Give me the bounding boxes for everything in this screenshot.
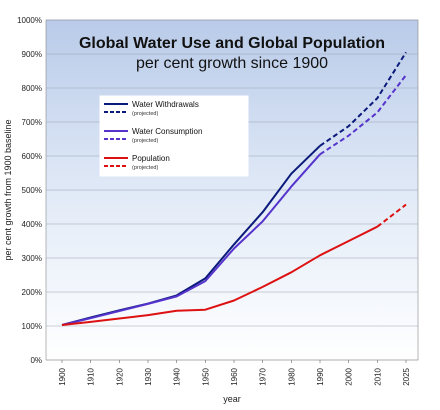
y-tick-label: 300% [22, 254, 42, 263]
legend-sublabel-population: (projected) [132, 165, 158, 171]
y-tick-label: 800% [22, 84, 42, 93]
x-tick-label: 1980 [287, 367, 296, 385]
series-line-water-consumption-projected [319, 74, 407, 156]
y-axis-ticks: 0% 100% 200% 300% 400% 500% 600% 700% 800% 900% 10… [17, 16, 42, 365]
x-tick-label: 1950 [201, 367, 210, 385]
y-tick-label: 600% [22, 152, 42, 161]
x-tick-label: 2025 [402, 367, 411, 385]
x-tick-label: 1990 [316, 367, 325, 385]
legend-label-water-withdrawals: Water Withdrawals [132, 100, 199, 109]
y-tick-label: 700% [22, 118, 42, 127]
legend-item-population: Population (projected) [104, 154, 170, 171]
x-tick-label: 1910 [87, 367, 96, 385]
series-lines [61, 51, 407, 326]
y-tick-label: 500% [22, 186, 42, 195]
y-tick-label: 400% [22, 220, 42, 229]
chart-title: Global Water Use and Global Population [79, 35, 385, 52]
series-line-water-withdrawals-projected [319, 51, 407, 147]
x-tick-label: 1920 [115, 367, 124, 385]
grid-lines [46, 19, 418, 361]
y-axis-title: per cent growth from 1900 baseline [3, 119, 13, 260]
legend-box [99, 95, 249, 177]
legend-item-water-consumption: Water Consumption (projected) [104, 127, 202, 144]
x-tick-label: 1970 [259, 367, 268, 385]
legend-item-water-withdrawals: Water Withdrawals (projected) [104, 100, 199, 117]
x-tick-label: 1940 [173, 367, 182, 385]
y-tick-label: 200% [22, 288, 42, 297]
chart-subtitle: per cent growth since 1900 [136, 55, 328, 72]
y-tick-label: 900% [22, 50, 42, 59]
legend-sublabel-water-consumption: (projected) [132, 138, 158, 144]
x-axis-ticks: 1900 1910 1920 1930 1940 1950 1960 1970 1980 1990… [58, 360, 411, 386]
series-line-water-consumption [61, 153, 321, 326]
legend: Water Withdrawals (projected) Water Cons… [99, 95, 249, 177]
legend-label-water-consumption: Water Consumption [132, 127, 202, 136]
y-tick-label: 1000% [17, 16, 42, 25]
x-tick-label: 1900 [58, 367, 67, 385]
legend-label-population: Population [132, 154, 170, 163]
legend-sublabel-water-withdrawals: (projected) [132, 111, 158, 117]
x-tick-label: 1960 [230, 367, 239, 385]
x-tick-label: 1930 [144, 367, 153, 385]
x-tick-label: 2010 [373, 367, 382, 385]
x-tick-label: 2000 [345, 367, 354, 385]
series-line-population-projected [376, 203, 407, 228]
x-axis-title: year [223, 394, 241, 404]
series-line-population [61, 225, 378, 326]
y-tick-label: 100% [22, 322, 42, 331]
y-tick-label: 0% [30, 356, 42, 365]
